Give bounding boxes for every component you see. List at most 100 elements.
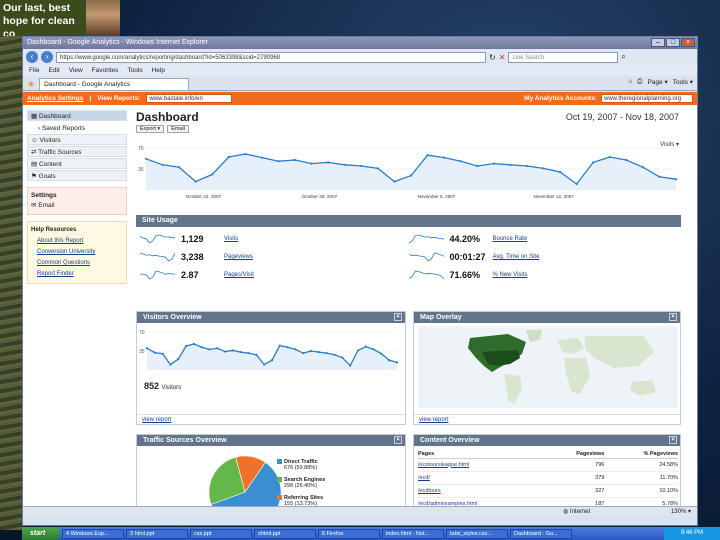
menu-edit[interactable]: Edit [48, 67, 60, 74]
metric-label[interactable]: Bounce Rate [492, 236, 528, 242]
analytics-settings-link[interactable]: Analytics Settings [27, 95, 84, 102]
legend-detail: 676 (59.88%) [284, 465, 318, 471]
help-link-finder[interactable]: Report Finder [37, 271, 74, 277]
data-point [542, 167, 545, 170]
metric-label[interactable]: Avg. Time on Site [492, 254, 540, 260]
globe-icon: ◍ [563, 509, 570, 515]
menu-help[interactable]: Help [151, 67, 165, 74]
site-select[interactable]: www.bastale.info/en [146, 94, 233, 103]
metric-selector[interactable]: Visits ▾ [660, 142, 679, 148]
legend-direct: Direct Traffic 676 (59.88%) [277, 459, 318, 471]
sidebar-item-visitors[interactable]: ☺ Visitors [27, 134, 127, 145]
address-bar: ‹ › https://www.google.com/analytics/rep… [23, 49, 697, 65]
taskbar-item[interactable]: xhtml.ppt [254, 528, 316, 539]
data-point [395, 361, 399, 364]
taskbar-item[interactable]: index.html - Not... [382, 528, 444, 539]
page-link[interactable]: /ecotoursleague.html [418, 461, 470, 468]
help-link-questions[interactable]: Common Questions [37, 260, 91, 266]
menu-favorites[interactable]: Favorites [91, 67, 119, 74]
close-icon[interactable]: × [394, 436, 402, 444]
data-point [658, 175, 661, 178]
data-point [641, 166, 644, 169]
metric-new-visits: 71.66% % New Visits [408, 269, 678, 281]
data-point [153, 351, 156, 354]
y-tick-label: 35 [138, 167, 144, 173]
taskbar-item[interactable]: Dashboard - Go... [510, 528, 572, 539]
browser-window: Dashboard - Google Analytics - Windows I… [22, 36, 698, 526]
home-icon[interactable]: ⌂ [628, 78, 633, 85]
taskbar-item[interactable]: tabs_styles.css... [446, 528, 508, 539]
traffic-pie-chart [208, 455, 282, 516]
data-point [194, 180, 197, 183]
tools-menu[interactable]: Tools ▾ [672, 79, 693, 86]
sparkline-icon [140, 234, 176, 244]
data-point [380, 352, 383, 355]
maximize-icon[interactable]: □ [666, 38, 680, 47]
close-icon[interactable]: × [394, 313, 402, 321]
date-range-picker[interactable]: Oct 19, 2007 - Nov 18, 2007 [565, 112, 679, 122]
sidebar-item-goals[interactable]: ⚑ Goals [27, 170, 127, 181]
sidebar-item-dashboard[interactable]: ▦ Dashboard [27, 110, 127, 121]
help-resources-box: Help Resources About this Report Convers… [27, 221, 127, 284]
map-overlay-title: Map Overlay × [414, 312, 680, 323]
taskbar-item[interactable]: 4 Windows Exp... [62, 528, 124, 539]
url-field[interactable]: https://www.google.com/analytics/reporti… [56, 51, 486, 63]
start-button[interactable]: start [22, 527, 60, 540]
metric-value: 2.87 [181, 270, 199, 280]
stop-icon[interactable]: ✕ [498, 52, 506, 62]
data-point [558, 170, 562, 174]
metric-value: 00:01:27 [449, 252, 486, 262]
favorites-star-icon[interactable]: ★ [27, 79, 36, 89]
sidebar-item-label: Goals [38, 173, 56, 180]
menu-tools[interactable]: Tools [127, 67, 143, 74]
data-point [459, 160, 462, 163]
flag-icon: ⚑ [31, 173, 39, 180]
sidebar-item-saved-reports[interactable]: › Saved Reports [27, 122, 127, 133]
view-report-link[interactable]: view report [137, 414, 405, 424]
help-link-about[interactable]: About this Report [37, 238, 84, 244]
legend-swatch [277, 477, 282, 483]
sidebar-item-content[interactable]: ▤ Content [27, 158, 127, 169]
print-icon[interactable]: ⎙ [637, 78, 643, 85]
pct-cell: 10.10% [604, 484, 678, 498]
close-icon[interactable]: × [669, 436, 677, 444]
tab-dashboard[interactable]: Dashboard - Google Analytics [39, 78, 190, 90]
sparkline-line [408, 270, 444, 280]
status-bar: ◍ Internet 130% ▾ [23, 506, 697, 516]
email-button[interactable]: Email [167, 125, 189, 133]
zone-label: Internet [569, 509, 591, 515]
page-link[interactable]: /ecd/adminsamples.html [418, 500, 478, 507]
search-icon[interactable]: ⌕ [621, 52, 626, 61]
close-icon[interactable]: × [681, 38, 695, 47]
zoom-control[interactable]: 130% ▾ [670, 509, 691, 515]
help-link-university[interactable]: Conversion University [37, 249, 96, 255]
account-select[interactable]: www.theregionalplanning.org [601, 94, 693, 103]
metric-label[interactable]: Pageviews [224, 254, 254, 260]
refresh-icon[interactable]: ↻ [489, 52, 496, 62]
search-input[interactable]: Live Search [508, 51, 619, 63]
view-report-link[interactable]: view report [414, 414, 680, 424]
back-icon[interactable]: ‹ [26, 51, 38, 63]
export-button[interactable]: Export ▾ [136, 125, 165, 133]
close-icon[interactable]: × [669, 313, 677, 321]
page-link[interactable]: /ecd/ [418, 474, 430, 481]
taskbar-item[interactable]: 3 html.ppt [126, 528, 188, 539]
taskbar-item[interactable]: 6 Firefox [318, 528, 380, 539]
minimize-icon[interactable]: – [651, 38, 665, 47]
settings-email-link[interactable]: Email [38, 202, 55, 209]
world-map[interactable] [418, 326, 678, 408]
sidebar-item-label: Dashboard [38, 113, 71, 120]
traffic-sources-title: Traffic Sources Overview × [137, 435, 405, 446]
page-link[interactable]: /ecdtours [418, 487, 441, 494]
sidebar-item-traffic-sources[interactable]: ⇄ Traffic Sources [27, 146, 127, 157]
metric-label[interactable]: % New Visits [492, 272, 528, 278]
page-menu[interactable]: Page ▾ [647, 79, 668, 86]
metric-label[interactable]: Pages/Visit [224, 272, 254, 278]
menu-view[interactable]: View [68, 67, 83, 74]
europe-shape [558, 338, 584, 354]
menu-file[interactable]: File [29, 67, 40, 74]
sparkline-line [140, 270, 176, 280]
taskbar-item[interactable]: css.ppt [190, 528, 252, 539]
forward-icon[interactable]: › [41, 51, 53, 63]
metric-label[interactable]: Visits [224, 236, 239, 242]
